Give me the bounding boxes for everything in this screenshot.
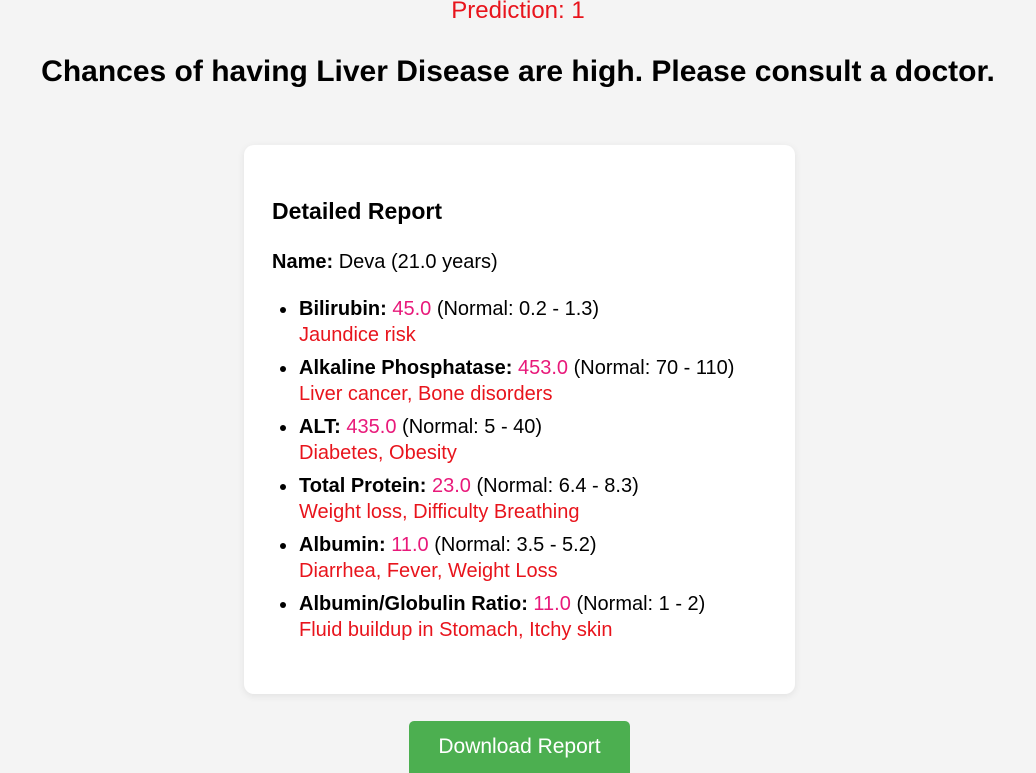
report-item-bilirubin: Bilirubin: 45.0 (Normal: 0.2 - 1.3) Jaun… [272, 296, 795, 348]
item-value: 435.0 [346, 416, 397, 438]
item-label: Albumin: [299, 534, 386, 556]
report-item-alkaline-phosphatase: Alkaline Phosphatase: 453.0 (Normal: 70 … [272, 355, 795, 407]
item-value: 23.0 [431, 475, 471, 497]
result-headline: Chances of having Liver Disease are high… [41, 55, 995, 88]
item-risk: Liver cancer, Bone disorders [299, 383, 553, 405]
bullet-icon [280, 602, 286, 608]
item-risk: Weight loss, Difficulty Breathing [299, 501, 580, 523]
item-value: 45.0 [392, 298, 432, 320]
bullet-icon [280, 484, 286, 490]
bullet-icon [280, 543, 286, 549]
item-normal-range: (Normal: 3.5 - 5.2) [434, 534, 597, 556]
bullet-icon [280, 307, 286, 313]
report-title: Detailed Report [272, 198, 442, 224]
item-normal-range: (Normal: 5 - 40) [402, 416, 543, 438]
report-card: Detailed Report Name: Deva (21.0 years) … [244, 145, 795, 694]
item-risk: Fluid buildup in Stomach, Itchy skin [299, 619, 613, 641]
item-label: ALT: [299, 416, 341, 438]
download-report-button[interactable]: Download Report [409, 721, 630, 773]
patient-name: Name: Deva (21.0 years) [272, 250, 795, 274]
item-risk: Jaundice risk [299, 324, 416, 346]
name-value: Deva (21.0 years) [338, 251, 498, 273]
item-value: 11.0 [391, 534, 429, 556]
report-item-albumin: Albumin: 11.0 (Normal: 3.5 - 5.2) Diarrh… [272, 532, 795, 584]
item-risk: Diabetes, Obesity [299, 442, 457, 464]
item-label: Bilirubin: [299, 298, 387, 320]
item-normal-range: (Normal: 1 - 2) [576, 593, 706, 615]
item-label: Total Protein: [299, 475, 427, 497]
item-value: 11.0 [533, 593, 571, 615]
report-item-total-protein: Total Protein: 23.0 (Normal: 6.4 - 8.3) … [272, 473, 795, 525]
report-items-list: Bilirubin: 45.0 (Normal: 0.2 - 1.3) Jaun… [272, 296, 795, 643]
item-normal-range: (Normal: 6.4 - 8.3) [476, 475, 639, 497]
bullet-icon [280, 366, 286, 372]
item-normal-range: (Normal: 0.2 - 1.3) [436, 298, 600, 320]
item-label: Alkaline Phosphatase: [299, 357, 513, 379]
name-label: Name: [272, 251, 334, 273]
report-item-albumin-globulin-ratio: Albumin/Globulin Ratio: 11.0 (Normal: 1 … [272, 591, 795, 643]
item-risk: Diarrhea, Fever, Weight Loss [299, 560, 558, 582]
bullet-icon [280, 425, 286, 431]
item-value: 453.0 [517, 357, 569, 379]
prediction-label: Prediction: 1 [451, 0, 585, 24]
report-item-alt: ALT: 435.0 (Normal: 5 - 40) Diabetes, Ob… [272, 414, 795, 466]
item-normal-range: (Normal: 70 - 110) [573, 357, 735, 379]
item-label: Albumin/Globulin Ratio: [299, 593, 528, 615]
